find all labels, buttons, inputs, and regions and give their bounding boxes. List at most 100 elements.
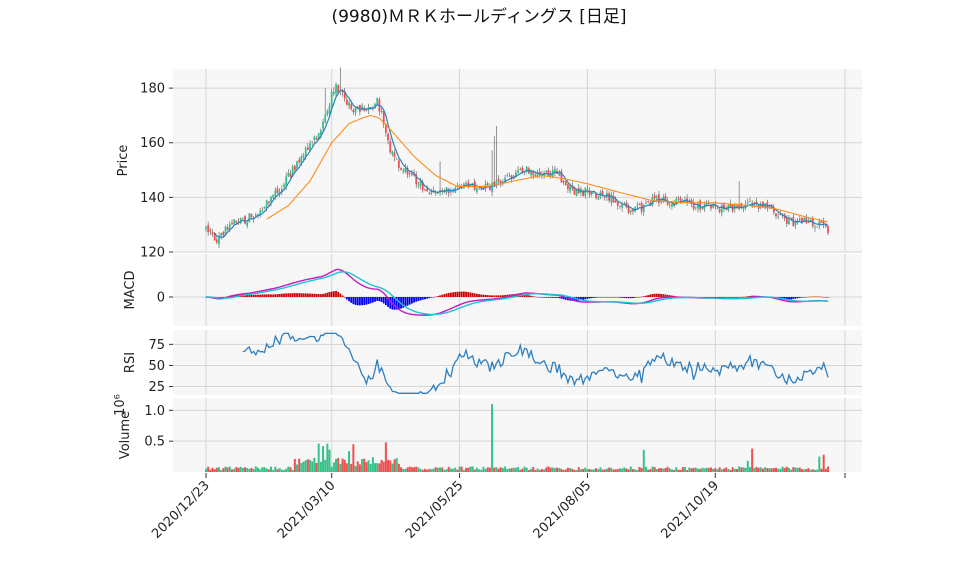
candle-body [675, 198, 678, 205]
volume-bar [553, 468, 556, 472]
candle-body [293, 165, 296, 171]
volume-bar [328, 449, 331, 472]
volume-bar [317, 443, 320, 472]
volume-bar [244, 467, 247, 472]
macd-histogram-bar [824, 297, 827, 298]
volume-bar [248, 468, 251, 472]
volume-bar [649, 469, 652, 472]
volume-ytick-label: 1.0 [144, 404, 165, 419]
candle-body [794, 222, 797, 226]
volume-bar [341, 458, 344, 472]
x-tick-label: 2021/10/19 [659, 478, 723, 542]
macd-histogram-bar [749, 296, 751, 297]
macd-histogram-bar [324, 293, 327, 297]
macd-histogram-bar [259, 294, 262, 297]
volume-bar [636, 469, 639, 472]
volume-bar [211, 467, 214, 472]
macd-histogram-bar [716, 297, 719, 298]
macd-histogram-bar [638, 297, 641, 298]
x-axis: 2020/12/23 2021/03/10 2021/05/25 2021/08/05… [149, 473, 846, 542]
macd-histogram-bar [261, 294, 264, 297]
candle-body [820, 220, 823, 223]
volume-bar [517, 467, 520, 472]
volume-bar [716, 469, 719, 472]
rsi-ytick-label: 25 [148, 380, 165, 395]
macd-histogram-bar [545, 297, 548, 298]
volume-bar [363, 458, 366, 472]
candle-body [341, 90, 344, 93]
macd-histogram-bar [476, 293, 478, 297]
volume-bar [783, 467, 786, 472]
volume-bar [540, 468, 543, 472]
macd-histogram-bar [434, 296, 437, 298]
macd-histogram-bar [328, 292, 331, 297]
volume-bar [798, 467, 801, 472]
macd-histogram-bar [792, 297, 795, 299]
candle-body [684, 200, 686, 203]
candle-body [508, 176, 511, 178]
volume-bar [324, 459, 327, 472]
macd-histogram-bar [595, 297, 598, 298]
volume-bar [493, 467, 496, 472]
volume-bar [809, 469, 812, 472]
volume-bar [514, 467, 517, 472]
volume-bar [592, 469, 595, 472]
volume-bar [618, 468, 621, 472]
candle-body [497, 178, 500, 182]
volume-bar [623, 467, 626, 472]
candle-body [285, 176, 288, 187]
candle-body [395, 158, 398, 160]
volume-bar [263, 467, 266, 472]
candle-body [408, 173, 411, 174]
macd-histogram-bar [384, 297, 387, 306]
macd-histogram-bar [287, 293, 290, 297]
macd-histogram-bar [636, 297, 639, 298]
volume-bar [670, 469, 673, 472]
volume-bar [332, 462, 335, 472]
volume-bar [237, 467, 240, 472]
volume-bar [549, 467, 552, 472]
candle-body [287, 172, 290, 177]
macd-histogram-bar [343, 297, 346, 298]
candle-body [302, 156, 305, 158]
volume-bar [384, 442, 387, 472]
candle-body [699, 200, 702, 210]
volume-bar [231, 469, 234, 472]
volume-bar [770, 468, 773, 472]
macd-histogram-bar [601, 297, 604, 298]
candle-body [257, 214, 259, 216]
candle-body [716, 207, 719, 209]
candle-body [426, 188, 428, 192]
candle-body [655, 196, 658, 199]
candle-body [209, 230, 212, 232]
candle-body [536, 172, 539, 177]
macd-histogram-bar [586, 297, 589, 299]
volume-bar [402, 468, 405, 472]
volume-bar [465, 467, 468, 472]
candle-body [356, 106, 359, 108]
candle-body [389, 141, 392, 153]
candle-body [332, 91, 335, 95]
macd-histogram-bar [493, 295, 496, 297]
candle-body [534, 175, 537, 176]
candle-body [423, 189, 426, 191]
volume-bar [348, 451, 351, 472]
volume-background [173, 398, 862, 472]
volume-bar [239, 466, 242, 472]
volume-bar [224, 466, 227, 472]
candle-body [348, 102, 350, 107]
candle-body [523, 171, 526, 173]
candle-body [376, 97, 379, 105]
candle-body [664, 195, 667, 202]
candle-body [499, 180, 502, 185]
candle-body [610, 194, 613, 203]
macd-histogram-bar [803, 297, 806, 298]
macd-histogram-bar [250, 294, 253, 297]
price-background [173, 69, 862, 252]
volume-bar [727, 468, 730, 472]
macd-histogram-bar [554, 297, 556, 298]
candle-body [317, 133, 320, 141]
volume-bar [287, 466, 290, 472]
candle-body [692, 203, 695, 209]
macd-histogram-bar [315, 293, 318, 297]
